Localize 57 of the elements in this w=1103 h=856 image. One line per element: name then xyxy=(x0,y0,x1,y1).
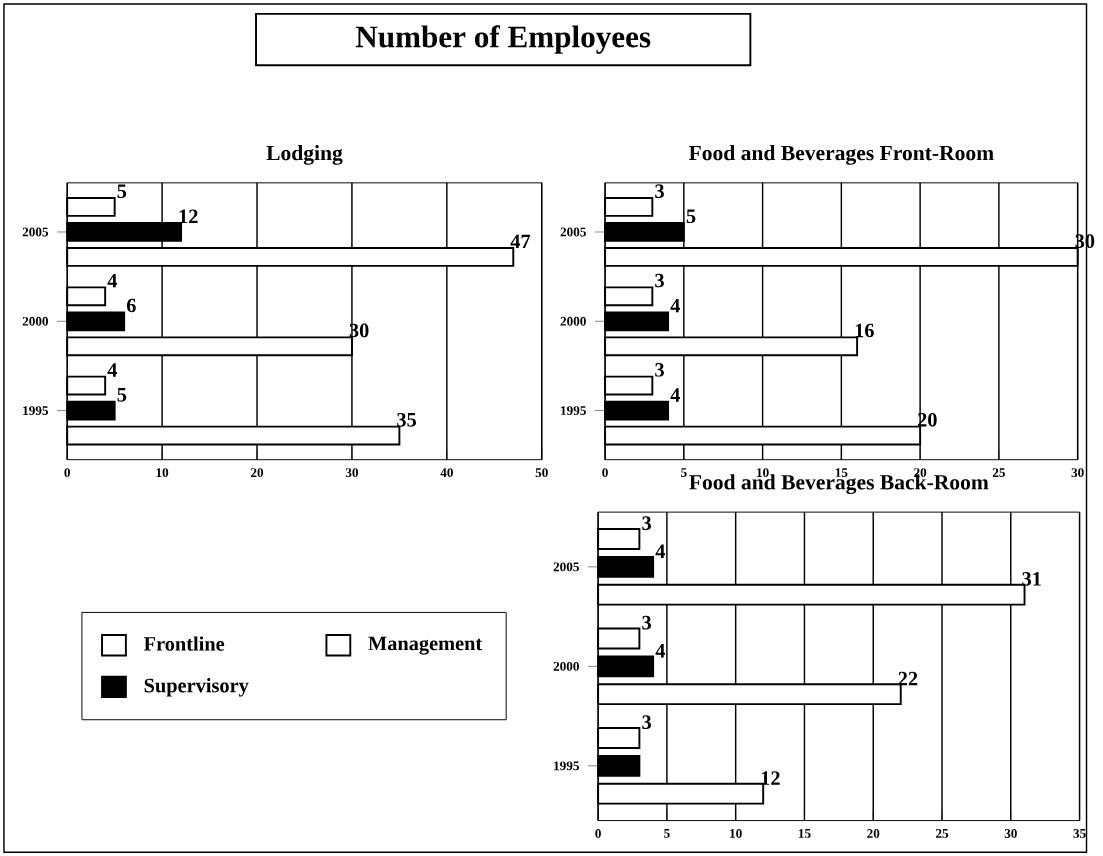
x-tick-label: 5 xyxy=(681,468,687,477)
data-label: 4 xyxy=(107,273,118,288)
data-label: 4 xyxy=(655,544,666,558)
x-tick-label: 30 xyxy=(345,468,359,477)
legend-label: Management xyxy=(368,636,483,655)
data-label: 5 xyxy=(117,388,127,402)
x-tick-label: 30 xyxy=(1004,828,1017,838)
data-label: 35 xyxy=(397,412,416,427)
data-label: 3 xyxy=(642,715,651,729)
y-tick-label: 1995 xyxy=(554,761,579,771)
data-label: 12 xyxy=(761,771,780,785)
x-tick-label: 50 xyxy=(535,468,548,477)
y-tick-label: 2005 xyxy=(553,562,579,572)
data-label: 5 xyxy=(117,184,127,198)
data-label: 3 xyxy=(655,362,664,377)
x-tick-label: 25 xyxy=(992,468,1006,477)
data-label: 3 xyxy=(642,615,651,630)
x-tick-label: 25 xyxy=(935,828,949,838)
x-tick-label: 20 xyxy=(867,828,880,838)
data-label: 47 xyxy=(510,234,531,248)
data-label: 5 xyxy=(686,209,696,223)
y-tick-label: 2005 xyxy=(22,227,49,237)
y-tick-label: 2000 xyxy=(553,661,579,671)
x-tick-label: 40 xyxy=(440,468,453,477)
legend-label: Frontline xyxy=(143,636,225,651)
data-label: 3 xyxy=(642,516,651,530)
x-tick-label: 35 xyxy=(1073,828,1086,838)
x-tick-label: 0 xyxy=(64,468,70,477)
data-label: 4 xyxy=(655,643,666,658)
y-tick-label: 2000 xyxy=(560,316,586,326)
x-tick-label: 30 xyxy=(1071,468,1084,477)
y-tick-label: 1995 xyxy=(23,406,49,415)
data-label: 16 xyxy=(855,323,874,338)
x-tick-label: 0 xyxy=(595,828,601,838)
data-label: 3 xyxy=(655,273,664,288)
y-tick-label: 2000 xyxy=(22,316,49,326)
x-tick-label: 0 xyxy=(602,468,608,477)
legend-label: Supervisory xyxy=(144,678,249,697)
x-tick-label: 15 xyxy=(835,468,848,477)
data-label: 4 xyxy=(107,363,118,377)
data-label: 6 xyxy=(126,298,136,313)
x-tick-label: 10 xyxy=(730,828,742,838)
x-tick-label: 15 xyxy=(798,828,811,838)
x-tick-label: 10 xyxy=(156,468,169,477)
x-tick-label: 5 xyxy=(664,828,670,838)
data-label: 22 xyxy=(898,671,918,686)
chart-title: Food and Beverages Front-Room xyxy=(688,145,994,165)
text: Number of Employees xyxy=(355,25,651,54)
chart-title: Lodging xyxy=(266,145,343,165)
y-tick-label: 2005 xyxy=(560,227,586,237)
data-label: 3 xyxy=(655,184,664,198)
data-label: 4 xyxy=(670,298,680,313)
data-label: 12 xyxy=(179,209,198,223)
x-tick-label: 20 xyxy=(251,468,264,477)
data-label: 4 xyxy=(670,388,680,402)
y-tick-label: 1995 xyxy=(561,406,586,415)
data-label: 31 xyxy=(1022,572,1041,586)
